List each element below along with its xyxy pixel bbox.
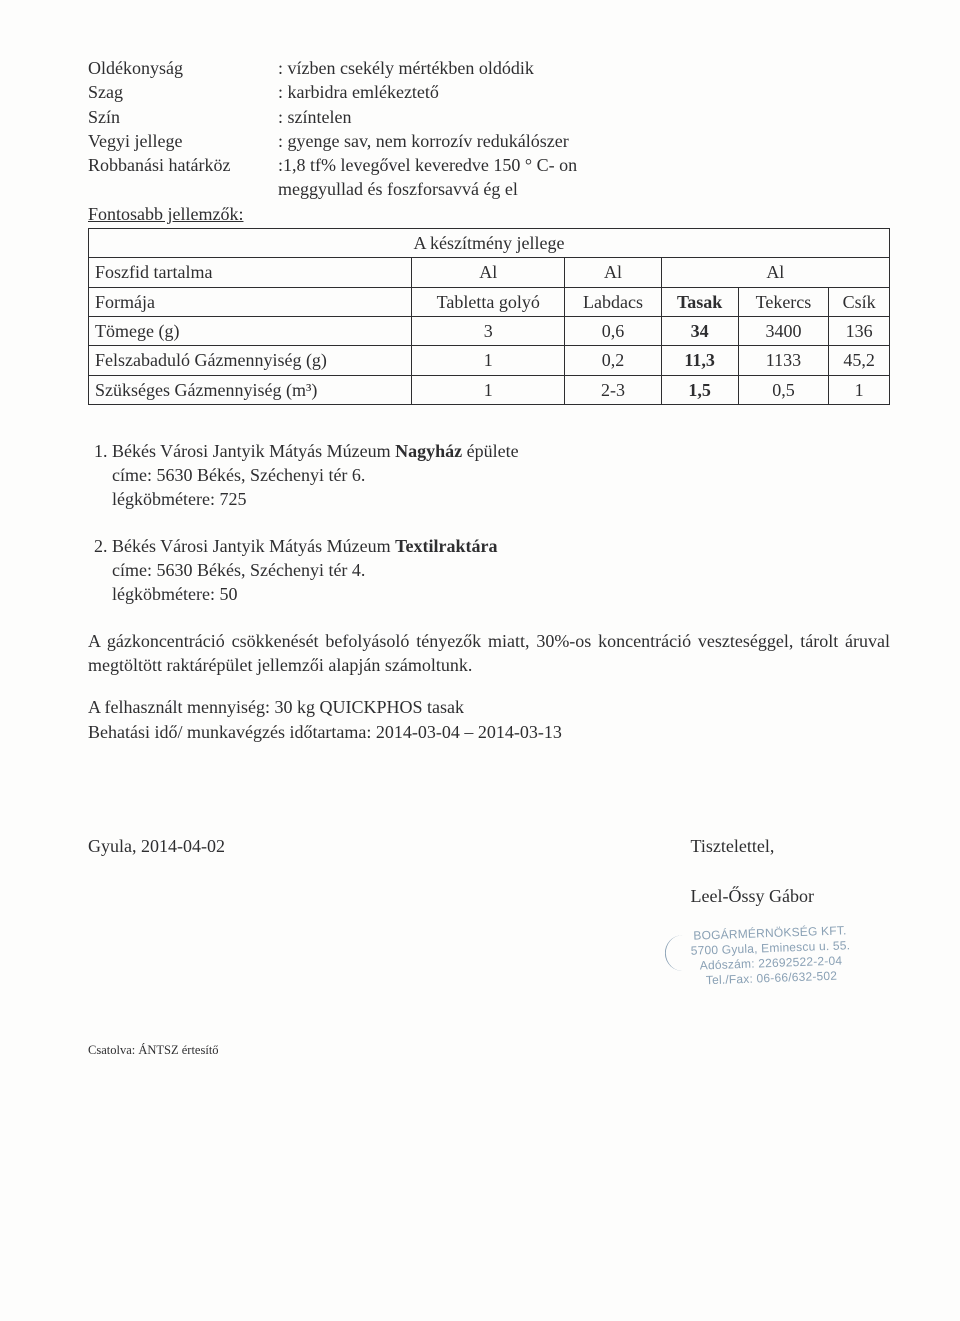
table-row: Formája Tabletta golyó Labdacs Tasak Tek… (89, 287, 890, 316)
cell: 0,6 (565, 316, 661, 345)
location-list: Békés Városi Jantyik Mátyás Múzeum Nagyh… (88, 439, 890, 607)
prop-row: Oldékonyság : vízben csekély mértékben o… (88, 56, 890, 80)
place-date: Gyula, 2014-04-02 (88, 834, 225, 987)
table-title: A készítmény jellege (89, 229, 890, 258)
cell: Al (661, 258, 889, 287)
prop-row: Vegyi jellege : gyenge sav, nem korrozív… (88, 129, 890, 153)
prop-value: :1,8 tf% levegővel keveredve 150 ° C- on (278, 153, 890, 177)
prop-value: meggyullad és foszforsavvá ég el (278, 177, 890, 201)
cell: 45,2 (829, 346, 890, 375)
cell: 1 (412, 346, 565, 375)
cell: 1 (829, 375, 890, 404)
prop-value: : vízben csekély mértékben oldódik (278, 56, 890, 80)
cell: Al (412, 258, 565, 287)
prop-label (88, 177, 278, 201)
cell: Al (565, 258, 661, 287)
prop-value: : gyenge sav, nem korrozív redukálószer (278, 129, 890, 153)
attachment-note: Csatolva: ÁNTSZ értesítő (88, 1042, 890, 1059)
signatory-name: Leel-Őssy Gábor (691, 884, 851, 908)
li-line1: Békés Városi Jantyik Mátyás Múzeum Nagyh… (112, 441, 519, 461)
table-row: Szükséges Gázmennyiség (m³) 1 2-3 1,5 0,… (89, 375, 890, 404)
cell: Felszabaduló Gázmennyiség (g) (89, 346, 412, 375)
li-line2: címe: 5630 Békés, Széchenyi tér 4. (112, 560, 365, 580)
prop-row: Robbanási határköz :1,8 tf% levegővel ke… (88, 153, 890, 177)
prop-row: meggyullad és foszforsavvá ég el (88, 177, 890, 201)
prop-label: Szag (88, 80, 278, 104)
cell: Szükséges Gázmennyiség (m³) (89, 375, 412, 404)
list-item: Békés Városi Jantyik Mátyás Múzeum Texti… (112, 534, 890, 607)
table-header-row: A készítmény jellege (89, 229, 890, 258)
prop-row: Szín : színtelen (88, 105, 890, 129)
cell: Tömege (g) (89, 316, 412, 345)
prop-label: Szín (88, 105, 278, 129)
prop-label: Vegyi jellege (88, 129, 278, 153)
cell: 136 (829, 316, 890, 345)
paragraph-usage: A felhasznált mennyiség: 30 kg QUICKPHOS… (88, 695, 890, 744)
cell: Tabletta golyó (412, 287, 565, 316)
prop-value: : színtelen (278, 105, 890, 129)
cell: Tasak (661, 287, 738, 316)
company-stamp: BOGÁRMÉRNÖKSÉG KFT. 5700 Gyula, Eminescu… (690, 924, 851, 990)
cell: Formája (89, 287, 412, 316)
prop-row: Szag : karbidra emlékeztető (88, 80, 890, 104)
li-line3: légköbmétere: 50 (112, 584, 237, 604)
stamp-curve-icon (664, 935, 690, 972)
cell: 1 (412, 375, 565, 404)
prop-value: : karbidra emlékeztető (278, 80, 890, 104)
list-item: Békés Városi Jantyik Mátyás Múzeum Nagyh… (112, 439, 890, 512)
cell: 34 (661, 316, 738, 345)
paragraph-concentration: A gázkoncentráció csökkenését befolyásol… (88, 629, 890, 678)
cell: Csík (829, 287, 890, 316)
table-row: Felszabaduló Gázmennyiség (g) 1 0,2 11,3… (89, 346, 890, 375)
table-row: Foszfid tartalma Al Al Al (89, 258, 890, 287)
cell: Foszfid tartalma (89, 258, 412, 287)
cell: 3400 (738, 316, 829, 345)
prop-label: Oldékonyság (88, 56, 278, 80)
cell: Tekercs (738, 287, 829, 316)
li-line3: légköbmétere: 725 (112, 489, 246, 509)
cell: 1,5 (661, 375, 738, 404)
li-line2: címe: 5630 Békés, Széchenyi tér 6. (112, 465, 365, 485)
cell: 0,5 (738, 375, 829, 404)
cell: 3 (412, 316, 565, 345)
property-list: Oldékonyság : vízben csekély mértékben o… (88, 56, 890, 226)
cell: 1133 (738, 346, 829, 375)
cell: 0,2 (565, 346, 661, 375)
cell: 11,3 (661, 346, 738, 375)
fontosabb-heading: Fontosabb jellemzők: (88, 202, 890, 226)
closing-row: Gyula, 2014-04-02 Tisztelettel, Leel-Őss… (88, 834, 890, 987)
salutation: Tisztelettel, (691, 834, 851, 858)
li-line1: Békés Városi Jantyik Mátyás Múzeum Texti… (112, 536, 497, 556)
cell: 2-3 (565, 375, 661, 404)
composition-table: A készítmény jellege Foszfid tartalma Al… (88, 228, 890, 405)
table-row: Tömege (g) 3 0,6 34 3400 136 (89, 316, 890, 345)
cell: Labdacs (565, 287, 661, 316)
signature-block: Tisztelettel, Leel-Őssy Gábor BOGÁRMÉRNÖ… (691, 834, 851, 987)
prop-label: Robbanási határköz (88, 153, 278, 177)
